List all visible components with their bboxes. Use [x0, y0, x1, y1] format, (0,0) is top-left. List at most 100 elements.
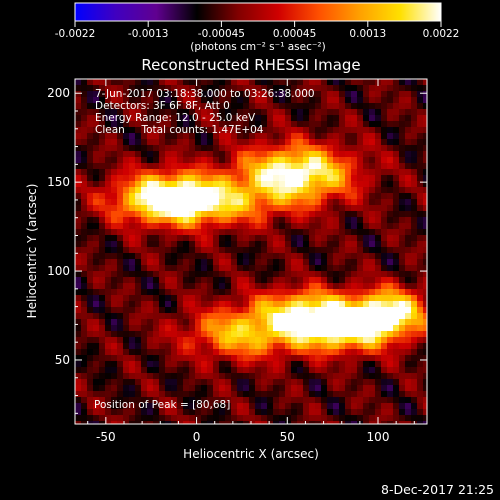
heatmap-cell: [309, 409, 315, 415]
heatmap-cell: [381, 343, 387, 349]
heatmap-cell: [213, 379, 219, 385]
heatmap-cell: [291, 91, 297, 97]
heatmap-cell: [129, 229, 135, 235]
heatmap-cell: [129, 169, 135, 175]
heatmap-cell: [297, 133, 303, 139]
heatmap-cell: [423, 289, 427, 295]
heatmap-cell: [231, 331, 237, 337]
heatmap-cell: [357, 145, 363, 151]
heatmap-cell: [81, 421, 87, 424]
heatmap-cell: [369, 331, 375, 337]
heatmap-cell: [243, 367, 249, 373]
heatmap-cell: [357, 229, 363, 235]
heatmap-cell: [123, 259, 129, 265]
heatmap-cell: [297, 85, 303, 91]
heatmap-cell: [387, 277, 393, 283]
heatmap-cell: [303, 403, 309, 409]
heatmap-cell: [315, 175, 321, 181]
heatmap-cell: [357, 115, 363, 121]
heatmap-cell: [183, 313, 189, 319]
heatmap-cell: [93, 277, 99, 283]
heatmap-cell: [243, 403, 249, 409]
heatmap-cell: [165, 187, 171, 193]
heatmap-cell: [111, 421, 117, 424]
heatmap-cell: [333, 217, 339, 223]
heatmap-cell: [171, 79, 177, 85]
heatmap-cell: [159, 271, 165, 277]
heatmap-cell: [261, 349, 267, 355]
heatmap-cell: [417, 199, 423, 205]
heatmap-cell: [231, 391, 237, 397]
heatmap-cell: [399, 79, 405, 85]
heatmap-cell: [129, 91, 135, 97]
heatmap-cell: [381, 265, 387, 271]
heatmap-cell: [423, 325, 427, 331]
heatmap-cell: [285, 91, 291, 97]
heatmap-cell: [165, 307, 171, 313]
heatmap-cell: [75, 169, 81, 175]
heatmap-cell: [279, 133, 285, 139]
heatmap-cell: [81, 259, 87, 265]
heatmap-cell: [189, 367, 195, 373]
heatmap-cell: [291, 319, 297, 325]
heatmap-cell: [291, 331, 297, 337]
heatmap-cell: [225, 133, 231, 139]
heatmap-cell: [357, 391, 363, 397]
heatmap-cell: [159, 79, 165, 85]
heatmap-cell: [171, 403, 177, 409]
heatmap-cell: [117, 127, 123, 133]
heatmap-cell: [87, 121, 93, 127]
heatmap-cell: [411, 115, 417, 121]
heatmap-cell: [255, 133, 261, 139]
heatmap-cell: [207, 349, 213, 355]
heatmap-cell: [81, 193, 87, 199]
heatmap-cell: [351, 409, 357, 415]
heatmap-cell: [357, 265, 363, 271]
heatmap-cell: [285, 235, 291, 241]
heatmap-cell: [387, 97, 393, 103]
heatmap-cell: [249, 223, 255, 229]
heatmap-cell: [261, 151, 267, 157]
heatmap-cell: [99, 121, 105, 127]
heatmap-cell: [201, 301, 207, 307]
heatmap-cell: [231, 193, 237, 199]
heatmap-cell: [363, 97, 369, 103]
heatmap-cell: [159, 169, 165, 175]
heatmap-cell: [339, 415, 345, 421]
heatmap-cell: [399, 295, 405, 301]
heatmap-cell: [159, 361, 165, 367]
heatmap-cell: [93, 331, 99, 337]
heatmap-cell: [81, 109, 87, 115]
heatmap-cell: [261, 103, 267, 109]
heatmap-cell: [219, 301, 225, 307]
heatmap-cell: [183, 241, 189, 247]
heatmap-cell: [153, 259, 159, 265]
heatmap-cell: [117, 193, 123, 199]
heatmap-cell: [105, 421, 111, 424]
heatmap-cell: [321, 325, 327, 331]
heatmap-cell: [135, 247, 141, 253]
heatmap-cell: [225, 151, 231, 157]
heatmap-cell: [93, 403, 99, 409]
heatmap-cell: [381, 253, 387, 259]
heatmap-cell: [171, 349, 177, 355]
heatmap-cell: [351, 211, 357, 217]
heatmap-cell: [81, 277, 87, 283]
heatmap-cell: [321, 175, 327, 181]
heatmap-cell: [243, 79, 249, 85]
heatmap-cell: [315, 319, 321, 325]
heatmap-cell: [75, 391, 81, 397]
heatmap-cell: [423, 421, 427, 424]
heatmap-cell: [87, 169, 93, 175]
heatmap-cell: [147, 349, 153, 355]
heatmap-cell: [243, 397, 249, 403]
heatmap-cell: [207, 331, 213, 337]
heatmap-cell: [147, 139, 153, 145]
heatmap-cell: [99, 307, 105, 313]
heatmap-cell: [381, 421, 387, 424]
heatmap-cell: [99, 259, 105, 265]
heatmap-cell: [315, 313, 321, 319]
heatmap-cell: [309, 187, 315, 193]
heatmap-cell: [417, 127, 423, 133]
heatmap-cell: [93, 133, 99, 139]
